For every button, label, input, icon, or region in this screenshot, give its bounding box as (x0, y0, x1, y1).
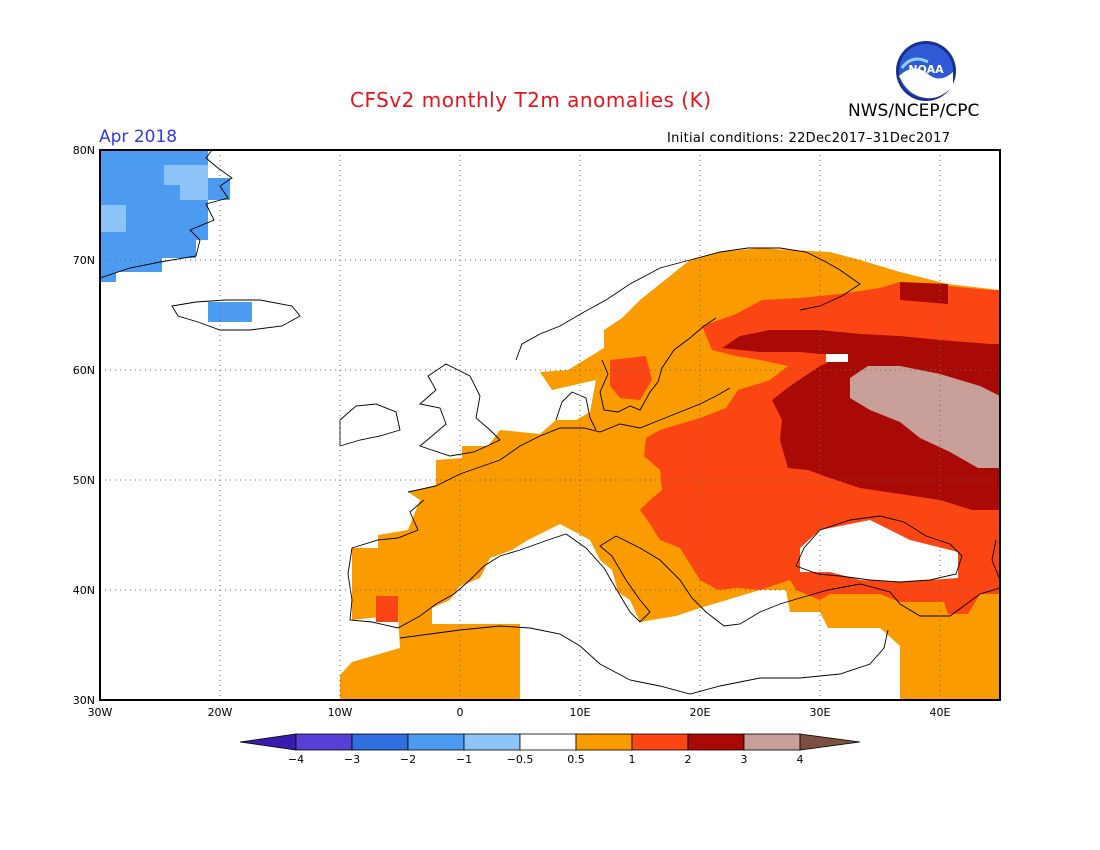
lon-tick-label: 40E (930, 706, 951, 719)
lon-tick-label: 10E (570, 706, 591, 719)
colorbar-swatch (519, 733, 577, 751)
north-africa-coastline (399, 625, 889, 695)
lat-tick-label: 50N (73, 474, 95, 487)
north-russia-dark-red-patch (900, 282, 948, 304)
caspian-coastline (991, 539, 1000, 581)
agency-label: NWS/NCEP/CPC (848, 101, 980, 121)
lat-tick-label: 80N (73, 144, 95, 157)
colorbar-swatch (631, 733, 689, 751)
colorbar-label: −0.5 (507, 753, 534, 766)
colorbar-swatch (743, 733, 801, 751)
colorbar-label: 4 (797, 753, 804, 766)
coastlines (100, 150, 1000, 695)
lon-tick-label: 30E (810, 706, 831, 719)
iberia-red-anomaly (376, 596, 398, 622)
lat-tick-label: 30N (73, 694, 95, 707)
black-sea-coastline (795, 515, 963, 583)
colorbar-swatch (463, 733, 521, 751)
colorbar-swatch (295, 733, 353, 751)
lon-tick-label: 20W (208, 706, 233, 719)
colorbar-swatch (239, 733, 297, 751)
map-frame (99, 149, 1001, 701)
noaa-logo-text: NOAA (908, 63, 944, 76)
greenland-weak-cold-anomaly (100, 165, 208, 232)
lat-tick-label: 70N (73, 254, 95, 267)
lon-tick-label: 30W (88, 706, 113, 719)
colorbar-swatch (407, 733, 465, 751)
russia-brown-anomaly (850, 366, 1000, 468)
colorbar-swatch (575, 733, 633, 751)
colorbar (239, 733, 861, 751)
lon-tick-label: 0 (457, 706, 464, 719)
colorbar-label: −2 (400, 753, 416, 766)
lat-tick-label: 60N (73, 364, 95, 377)
forecast-month-label: Apr 2018 (99, 127, 178, 147)
colorbar-swatch (687, 733, 745, 751)
colorbar-labels: −4 −3 −2 −1 −0.5 0.5 1 2 3 4 (288, 753, 804, 766)
iceland-coastline (171, 299, 301, 331)
sweden-red-anomaly (610, 356, 652, 400)
graticule (100, 150, 1000, 700)
lat-tick-label: 40N (73, 584, 95, 597)
lon-tick-label: 20E (690, 706, 711, 719)
map-title: CFSv2 monthly T2m anomalies (K) (350, 88, 712, 112)
scandinavia-coastline (515, 247, 861, 431)
greenland-coastline (100, 150, 233, 279)
continental-coastline (347, 387, 1000, 629)
lon-tick-label: 10W (328, 706, 353, 719)
russia-neutral-patch (826, 354, 848, 362)
colorbar-label: 2 (685, 753, 692, 766)
iceland-cold-anomaly (208, 302, 252, 322)
british-isles-coastline (339, 363, 501, 457)
latitude-axis: 80N 70N 60N 50N 40N 30N (73, 144, 95, 707)
colorbar-label: −1 (456, 753, 472, 766)
colorbar-label: −4 (288, 753, 304, 766)
colorbar-swatch (351, 733, 409, 751)
colorbar-label: 1 (629, 753, 636, 766)
anomaly-shading (100, 150, 1000, 700)
colorbar-swatch (799, 733, 861, 751)
longitude-axis: 30W 20W 10W 0 10E 20E 30E 40E (88, 706, 951, 719)
colorbar-label: −3 (344, 753, 360, 766)
colorbar-label: 3 (741, 753, 748, 766)
black-sea-neutral-area (800, 520, 958, 582)
noaa-logo: NOAA (896, 41, 956, 101)
initial-conditions-label: Initial conditions: 22Dec2017–31Dec2017 (667, 131, 951, 146)
colorbar-label: 0.5 (567, 753, 585, 766)
